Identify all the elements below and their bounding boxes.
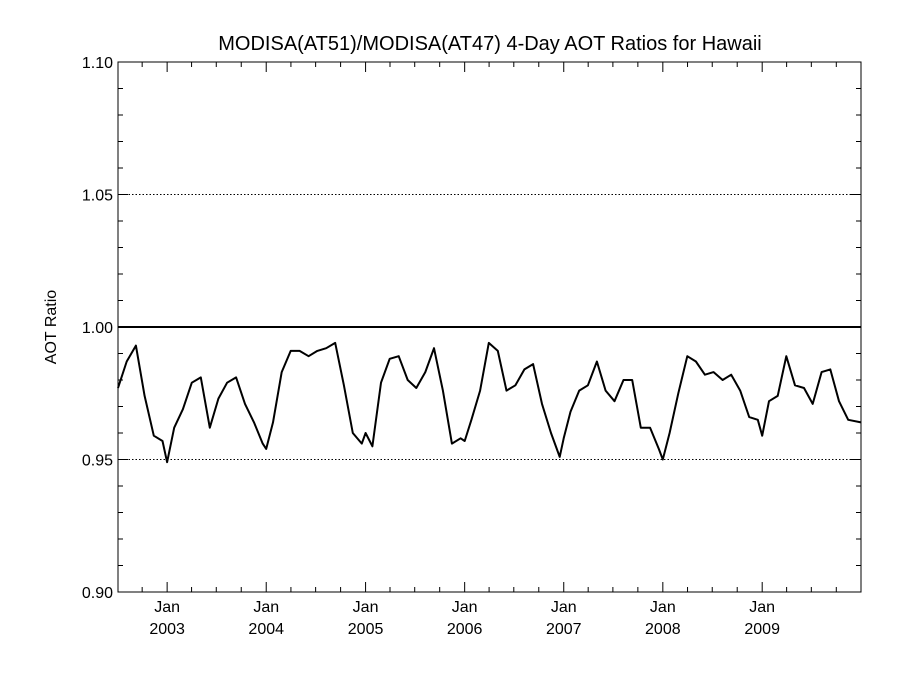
x-ticks: Jan 2003 Jan 2004 Jan 2005 Jan 2006 Jan 2007 Jan 20… — [141, 62, 837, 638]
y-tick-label: 0.95 — [82, 453, 113, 470]
x-tick-year-label: 2009 — [744, 621, 780, 638]
series-line-0 — [117, 341, 862, 464]
x-tick-year-label: 2004 — [248, 621, 284, 638]
x-tick-month-label: Jan — [749, 599, 775, 616]
x-tick-month-label: Jan — [650, 599, 676, 616]
x-tick-year-label: 2006 — [447, 621, 483, 638]
x-tick-year-label: 2005 — [348, 621, 384, 638]
x-tick-month-label: Jan — [452, 599, 478, 616]
x-tick-month-label: Jan — [353, 599, 379, 616]
y-tick-label: 1.00 — [82, 320, 113, 337]
x-tick-year-label: 2003 — [149, 621, 185, 638]
chart-title: MODISA(AT51)/MODISA(AT47) 4-Day AOT Rati… — [218, 33, 761, 55]
y-tick-label: 1.05 — [82, 188, 113, 205]
y-tick-label: 0.90 — [82, 585, 113, 602]
x-tick-month-label: Jan — [154, 599, 180, 616]
y-ticks: 0.90 0.95 1.00 1.05 1.10 — [82, 55, 861, 602]
x-tick-month-label: Jan — [551, 599, 577, 616]
y-tick-label: 1.10 — [82, 55, 113, 72]
x-tick-year-label: 2008 — [645, 621, 681, 638]
y-axis-label: AOT Ratio — [43, 290, 60, 365]
grid-layer — [118, 194, 861, 460]
x-tick-year-label: 2007 — [546, 621, 582, 638]
x-tick-month-label: Jan — [253, 599, 279, 616]
series-layer — [117, 341, 862, 464]
